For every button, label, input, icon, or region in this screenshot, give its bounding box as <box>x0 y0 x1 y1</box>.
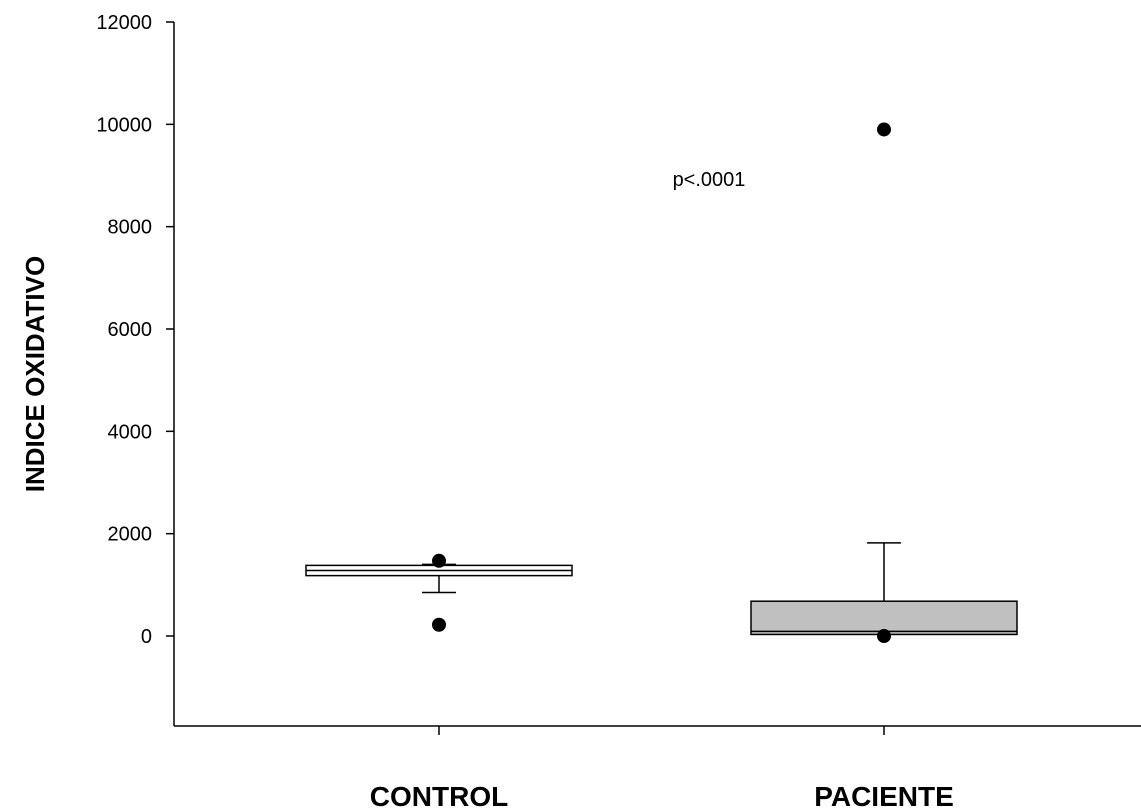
outlier-point <box>432 617 446 632</box>
outlier-point <box>432 553 446 568</box>
outlier-point <box>877 629 891 643</box>
y-tick-label: 12000 <box>96 12 152 34</box>
y-tick-label: 0 <box>141 626 152 648</box>
x-category-label: CONTROL <box>370 781 508 812</box>
y-tick-label: 8000 <box>108 217 153 239</box>
y-tick-label: 6000 <box>108 319 153 341</box>
x-category-label: PACIENTE <box>814 781 954 812</box>
y-tick-label: 4000 <box>108 421 153 443</box>
outlier-point <box>877 122 891 137</box>
y-tick-label: 10000 <box>96 114 152 136</box>
y-tick-label: 2000 <box>108 524 153 546</box>
y-axis-title: INDICE OXIDATIVO <box>20 256 50 492</box>
p-value-annotation: p<.0001 <box>673 169 746 191</box>
box-iqr <box>750 600 1018 636</box>
